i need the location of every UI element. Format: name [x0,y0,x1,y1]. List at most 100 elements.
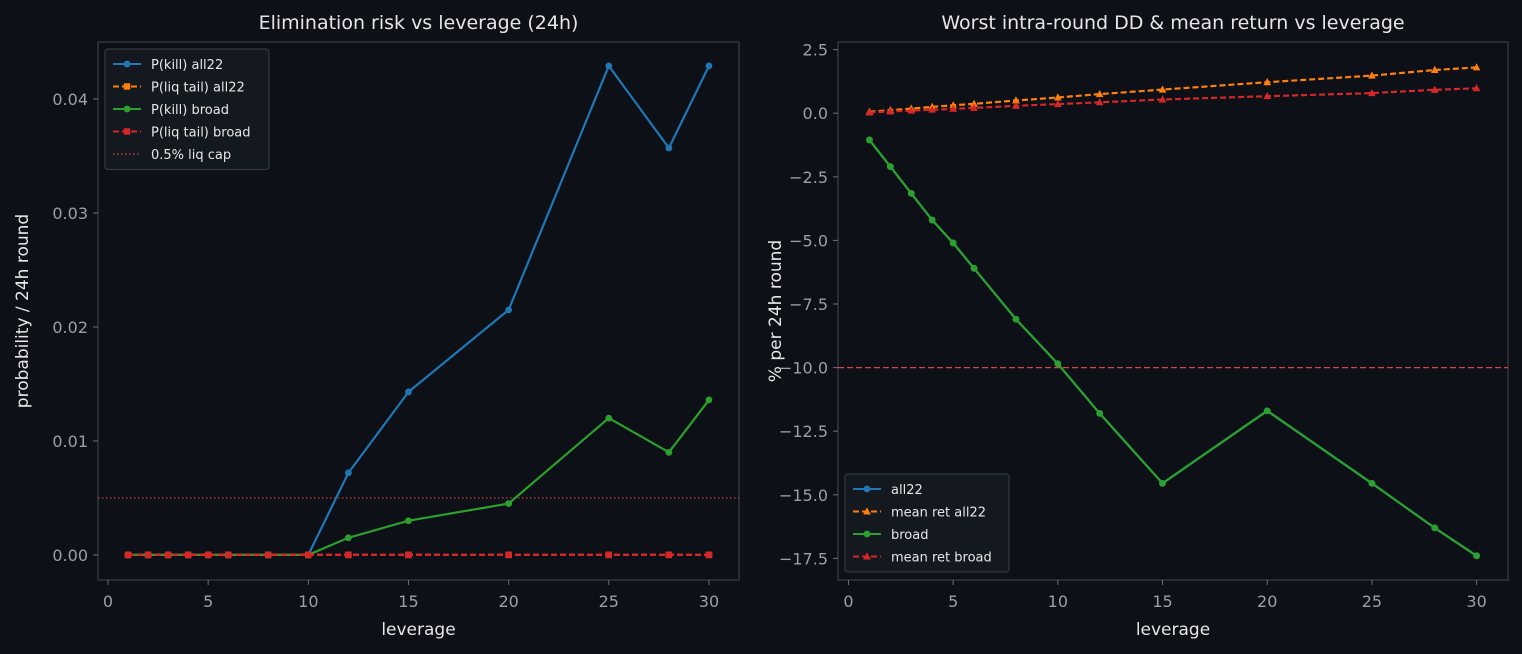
data-point [1012,101,1020,109]
data-point [907,106,916,114]
y-tick-label: 0.00 [52,546,88,565]
legend-label: P(liq tail) broad [151,126,251,141]
left-y-axis-label: probability / 24h round [13,214,33,408]
y-tick-label: −7.5 [789,295,828,314]
data-point [305,551,312,559]
data-point [124,551,132,559]
x-tick-label: 25 [1362,592,1382,611]
right-legend: all22 mean ret all22 broad mean ret broad [844,473,1010,573]
y-tick-label: 0.02 [52,318,88,337]
data-point [405,551,412,559]
data-point [605,551,612,559]
legend-label: mean ret broad [891,551,992,566]
data-point [928,216,936,224]
x-tick-label: 20 [498,592,518,611]
legend-marker [123,128,131,135]
data-point [184,551,192,559]
data-point [1263,77,1272,86]
data-point [1263,407,1271,415]
data-point [1096,409,1104,417]
data-point [970,103,978,111]
data-point [1012,315,1020,323]
series-line [869,87,1477,114]
left-axis-ticks: 0 5 10 15 20 25 30 0.00 0.01 0.02 0.03 0.04 [52,90,719,611]
right-chart-title: Worst intra-round DD & mean return vs le… [941,12,1404,34]
series-line [868,139,1478,557]
series-line [869,66,1477,113]
series-3 [865,84,1481,116]
data-point [605,414,613,422]
y-tick-label: −15.0 [779,486,828,505]
data-point [1263,91,1272,100]
y-tick-label: 0.04 [52,90,88,109]
data-point [1095,98,1104,106]
data-point [505,551,512,559]
legend-entry: mean ret broad [853,551,992,566]
right-series [865,63,1481,560]
y-tick-label: −17.5 [779,549,828,568]
data-point [970,264,978,272]
legend-box [844,473,1010,573]
legend-label: P(liq tail) all22 [151,81,245,96]
data-point [1431,524,1439,532]
y-tick-label: −5.0 [789,231,828,250]
x-tick-label: 10 [298,592,318,611]
data-point [1054,93,1062,101]
legend-marker [123,60,131,68]
data-point [949,104,957,112]
left-chart-title: Elimination risk vs leverage (24h) [259,12,579,34]
data-point [1054,99,1062,108]
data-point [144,551,152,559]
data-point [949,239,957,247]
data-point [705,62,713,70]
legend-entry: mean ret all22 [853,506,986,521]
legend-entry: all22 [853,483,923,498]
data-point [1430,65,1439,73]
data-point [164,551,172,559]
x-tick-label: 15 [1152,592,1172,611]
legend-marker [123,83,131,90]
right-axis-ticks: 0 5 10 15 20 25 30 2.5 0.0 −2.5 −5.0 −7.5 −10.0 −12.5… [779,41,1487,611]
legend-marker [863,530,871,538]
data-point [705,396,713,404]
legend-entry: broad [853,528,928,543]
data-point [1159,479,1166,487]
legend-label: all22 [891,483,923,498]
data-point [970,99,978,107]
legend-label: mean ret all22 [891,506,986,521]
legend-label: P(kill) broad [151,103,229,118]
data-point [1158,95,1167,103]
data-point [907,189,915,197]
data-point [1095,89,1104,98]
left-series [124,62,713,559]
legend-label: P(kill) all22 [151,58,223,73]
legend-marker [863,485,871,493]
data-point [605,62,613,70]
data-point [225,551,232,559]
legend-entry: P(liq tail) broad [113,126,251,141]
y-tick-label: 2.5 [803,41,828,60]
data-point [886,163,894,171]
data-point [345,551,352,559]
x-tick-label: 20 [1257,592,1277,611]
data-point [1368,479,1376,487]
legend-entry: P(kill) broad [113,103,229,118]
series-2 [866,136,1480,560]
x-tick-label: 0 [843,592,853,611]
data-point [865,108,874,116]
legend-label: 0.5% liq cap [151,148,231,163]
data-point [1158,85,1167,93]
legend-box [104,48,270,170]
left-legend: P(kill) all22 P(liq tail) all22 P(kill) br… [104,48,270,170]
legend-entry: 0.5% liq cap [113,148,231,163]
data-point [705,551,713,559]
data-point [665,551,673,559]
data-point [1430,85,1439,93]
data-point [1012,96,1020,104]
y-tick-label: 0.0 [803,104,828,123]
x-tick-label: 15 [398,592,418,611]
data-point [344,469,352,477]
data-point [505,500,513,508]
data-point [1473,552,1480,560]
